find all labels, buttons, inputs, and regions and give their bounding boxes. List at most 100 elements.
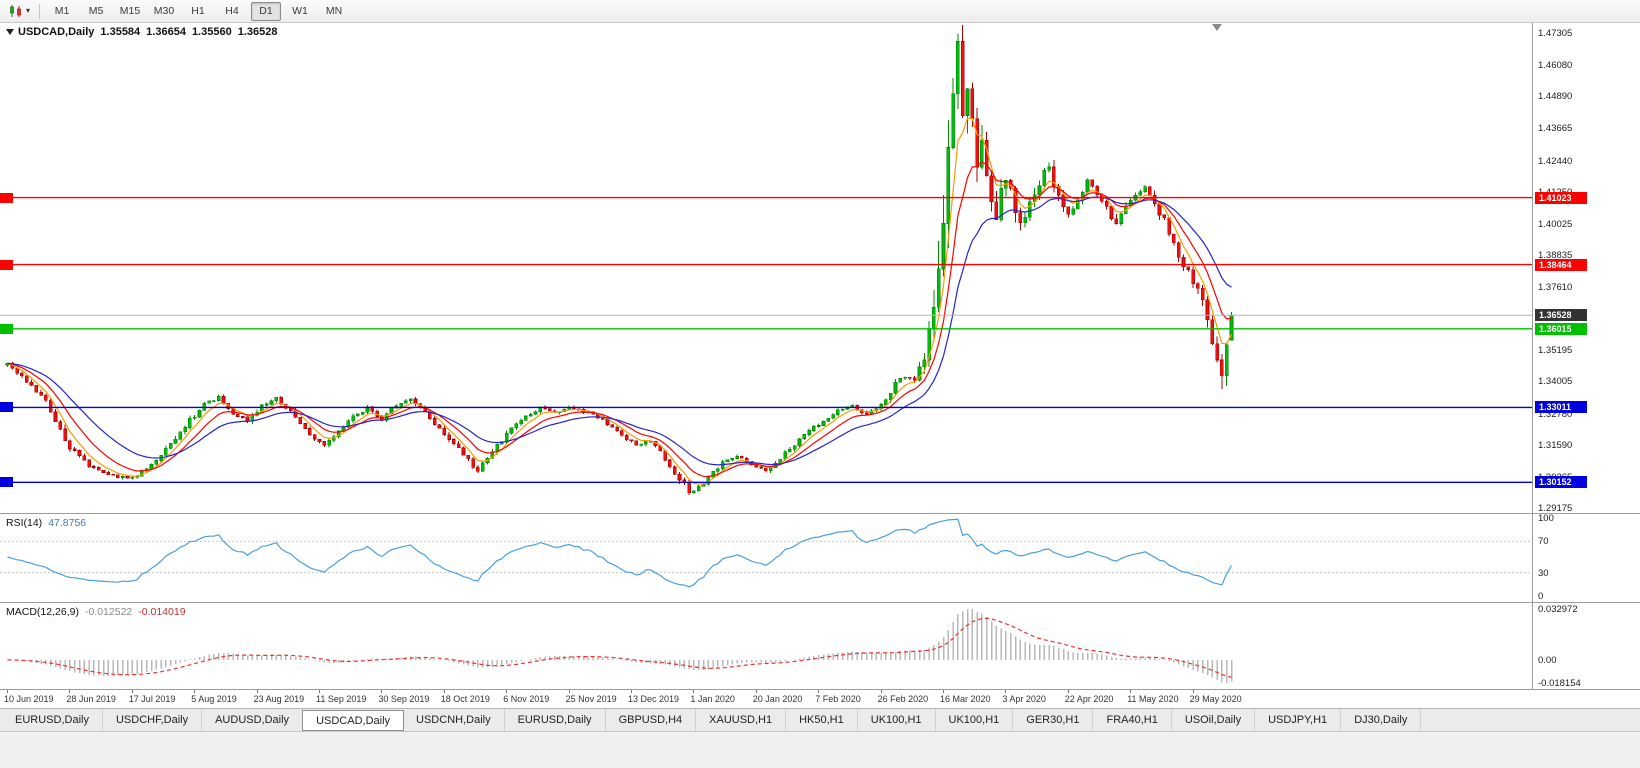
price-scale[interactable]: 1.473051.460801.448901.436651.424401.412…: [1533, 23, 1640, 513]
rsi-scale[interactable]: 100 70 30 0: [1533, 513, 1640, 602]
candle: [404, 398, 408, 404]
candle: [994, 191, 999, 221]
price-chart-canvas: [0, 25, 1532, 495]
candle: [898, 377, 903, 383]
price-scale-tick: 1.37610: [1538, 282, 1573, 293]
chart-tab-usdchf-daily[interactable]: USDCHF,Daily: [103, 709, 203, 731]
candle: [34, 384, 39, 393]
chart-tab-gbpusd-h4[interactable]: GBPUSD,H4: [606, 709, 697, 731]
hline-price-label[interactable]: 1.30152: [1535, 476, 1587, 489]
date-axis-tick: [319, 690, 320, 693]
candle: [509, 427, 514, 435]
hline-left-tag[interactable]: [0, 192, 13, 203]
hline-price-label[interactable]: 1.41023: [1535, 191, 1587, 204]
price-scale-tick: 1.38835: [1538, 249, 1573, 261]
hline-left-tag[interactable]: [0, 259, 13, 270]
candle: [816, 423, 821, 428]
candle: [984, 132, 989, 177]
candle: [764, 467, 768, 473]
candle: [908, 377, 912, 380]
panel-separator[interactable]: [0, 602, 1640, 603]
candle: [1181, 254, 1186, 271]
price-panel[interactable]: USDCAD,Daily 1.35584 1.36654 1.35560 1.36528: [0, 23, 1532, 513]
candle: [312, 433, 317, 441]
candle: [1191, 266, 1195, 288]
ohlc-close: 1.36528: [237, 26, 278, 38]
price-scale-tick: 1.46080: [1538, 60, 1573, 72]
chart-tab-audusd-daily[interactable]: AUDUSD,Daily: [202, 709, 304, 731]
candle: [519, 418, 523, 426]
candle: [1210, 314, 1215, 345]
chart-tab-fra40-h1[interactable]: FRA40,H1: [1093, 709, 1172, 731]
timeframe-button-w1[interactable]: W1: [292, 4, 308, 17]
candle: [245, 416, 250, 424]
candle: [716, 467, 720, 474]
date-label: 29 May 2020: [1189, 694, 1242, 704]
timeframe-button-h4[interactable]: H4: [225, 4, 239, 17]
candle: [480, 460, 485, 473]
timeframe-button-h1[interactable]: H1: [191, 4, 205, 17]
candle: [456, 441, 461, 449]
timeframe-button-m30[interactable]: M30: [153, 4, 175, 17]
date-axis-tick: [755, 690, 757, 693]
candle: [989, 170, 994, 212]
timeframe-button-mn[interactable]: MN: [325, 4, 343, 17]
candle: [1220, 353, 1224, 389]
candle: [82, 453, 87, 461]
chart-tab-ger30-h1[interactable]: GER30,H1: [1013, 709, 1094, 731]
chart-tab-eurusd-daily[interactable]: EURUSD,Daily: [2, 709, 103, 731]
chart-tab-dj30-daily[interactable]: DJ30,Daily: [1341, 709, 1422, 731]
chart-tab-usdjpy-h1[interactable]: USDJPY,H1: [1255, 709, 1342, 731]
candle: [437, 424, 442, 429]
candle: [188, 415, 192, 430]
candle: [514, 422, 519, 430]
timeframe-button-m15[interactable]: M15: [119, 4, 141, 17]
chart-shift-marker-icon[interactable]: [1212, 24, 1222, 31]
date-label: 7 Feb 2020: [815, 694, 861, 704]
timeframe-button-m5[interactable]: M5: [88, 4, 104, 17]
scale-separator: [1532, 23, 1533, 690]
candle: [1138, 189, 1143, 196]
date-axis-tick: [568, 690, 570, 693]
macd-main-value: -0.012522: [84, 606, 133, 618]
chart-tab-usdcad-daily[interactable]: USDCAD,Daily: [302, 710, 405, 731]
chart-tab-eurusd-daily[interactable]: EURUSD,Daily: [505, 709, 606, 731]
hline-price-label[interactable]: 1.38464: [1535, 258, 1587, 271]
one-click-trading-icon[interactable]: [6, 29, 14, 36]
chart-type-button[interactable]: ▾: [4, 2, 34, 20]
candle: [965, 88, 970, 134]
candle: [288, 407, 293, 413]
chart-tab-usoil-daily[interactable]: USOil,Daily: [1172, 709, 1256, 731]
macd-scale[interactable]: 0.032972 0.00 -0.018154: [1533, 603, 1640, 689]
hline-left-tag[interactable]: [0, 323, 13, 334]
date-label: 13 Dec 2019: [628, 694, 680, 704]
candle: [620, 428, 624, 437]
candle: [1148, 186, 1152, 196]
chart-tab-hk50-h1[interactable]: HK50,H1: [786, 709, 858, 731]
panel-separator[interactable]: [0, 513, 1640, 514]
candle: [202, 402, 207, 411]
chevron-down-icon: ▾: [26, 6, 31, 15]
candle: [917, 361, 922, 382]
hline-left-tag[interactable]: [0, 402, 13, 413]
candle: [236, 413, 240, 418]
timeframe-button-d1[interactable]: D1: [251, 1, 282, 21]
price-scale-tick: 1.31590: [1538, 439, 1573, 451]
chart-tab-uk100-h1[interactable]: UK100,H1: [936, 709, 1014, 731]
chart-tab-uk100-h1[interactable]: UK100,H1: [858, 709, 936, 731]
hline-left-tag[interactable]: [0, 477, 13, 488]
timeframe-button-m1[interactable]: M1: [54, 4, 70, 17]
date-label: 23 Aug 2019: [253, 694, 305, 704]
hline-price-label[interactable]: 1.33011: [1535, 401, 1587, 414]
candle: [600, 417, 605, 421]
macd-panel[interactable]: MACD(12,26,9) -0.012522 -0.014019: [0, 603, 1532, 689]
candle: [461, 446, 466, 456]
rsi-panel[interactable]: RSI(14) 47.8756: [0, 514, 1532, 602]
hline-price-label[interactable]: 1.36015: [1535, 322, 1587, 335]
date-axis[interactable]: 10 Jun 2019 28 Jun 2019 17 Jul 2019 5 Aug 2…: [0, 690, 1640, 708]
date-label: 16 Mar 2020: [940, 694, 991, 704]
chart-tab-xauusd-h1[interactable]: XAUUSD,H1: [696, 709, 787, 731]
chart-tab-usdcnh-daily[interactable]: USDCNH,Daily: [403, 709, 505, 731]
candle: [792, 445, 797, 452]
price-scale-tick: 1.47305: [1538, 28, 1573, 40]
